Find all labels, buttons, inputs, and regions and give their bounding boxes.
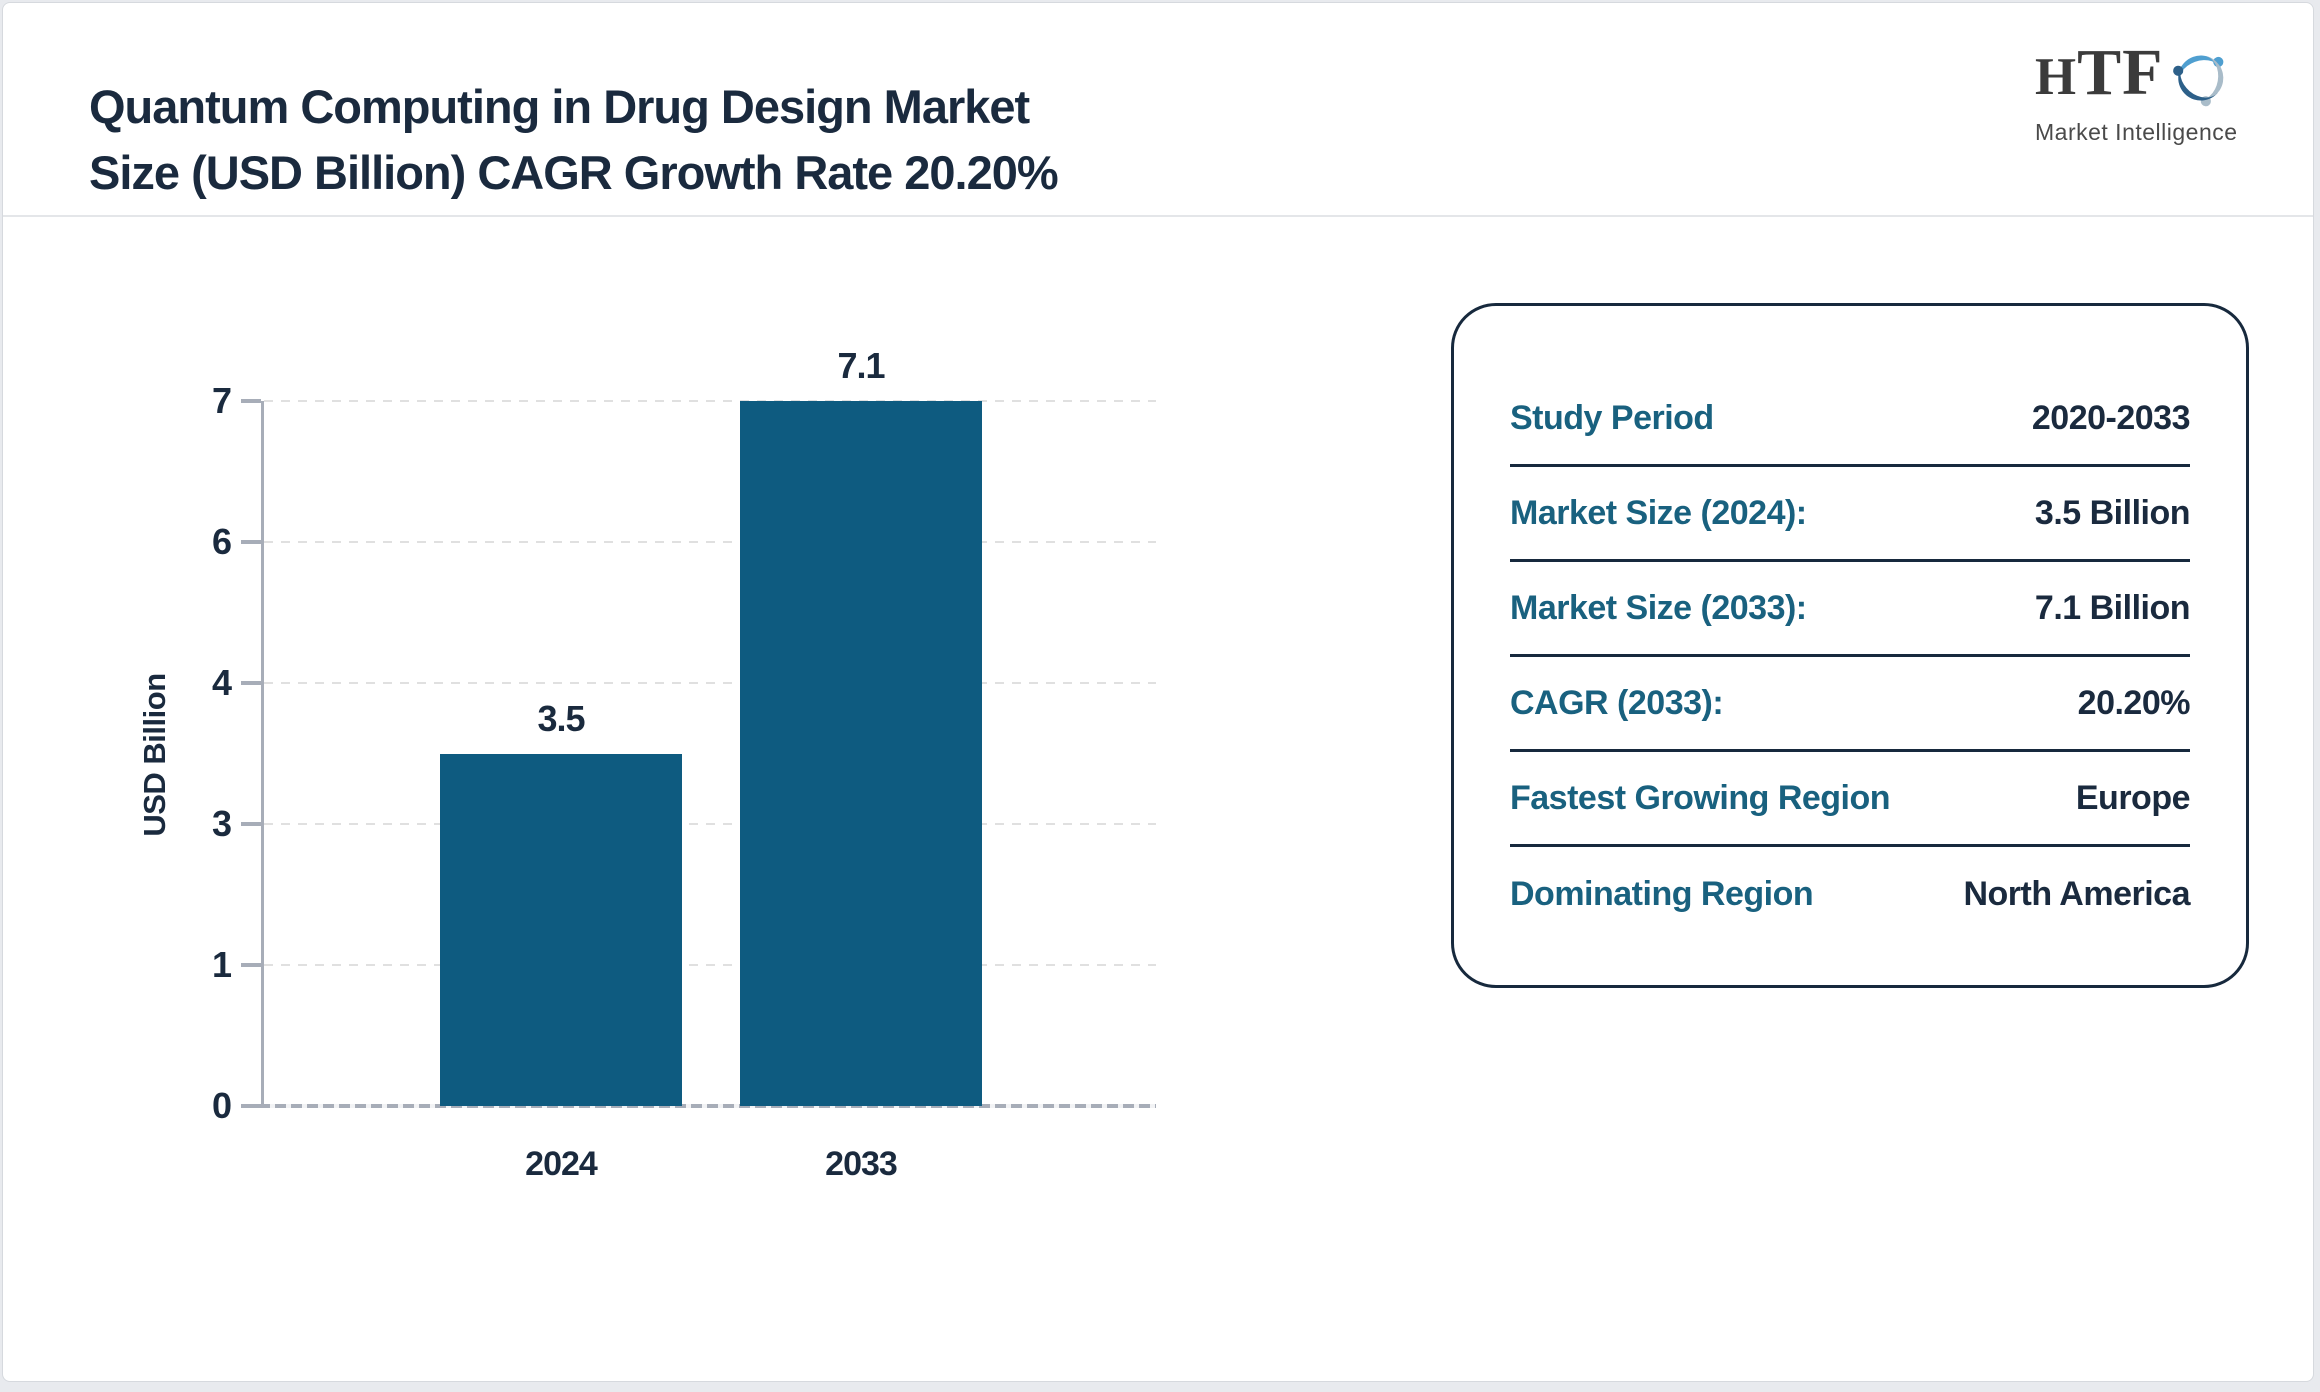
- bar-2033: [740, 401, 982, 1106]
- info-panel-row-value: North America: [1963, 875, 2190, 913]
- y-tick-mark-7: [241, 399, 261, 403]
- info-panel-row-value: 20.20%: [2077, 683, 2191, 722]
- gridline-1: [264, 964, 1156, 966]
- page-title: Quantum Computing in Drug Design Market …: [89, 74, 1059, 206]
- gridline-6: [264, 541, 1156, 543]
- info-panel-row-label: Dominating Region: [1510, 875, 1814, 913]
- info-panel-row-value: 3.5 Billion: [2034, 493, 2191, 532]
- bar-value-label-2033: 7.1: [837, 345, 885, 386]
- info-panel-row-label: CAGR (2033):: [1510, 683, 1724, 722]
- info-panel-row-4: Fastest Growing Region Europe: [1510, 752, 2191, 847]
- y-tick-label-3: 3: [211, 803, 232, 844]
- htf-logo-row: HTF: [2035, 33, 2235, 119]
- gridline-3: [264, 823, 1156, 825]
- info-panel-row-3: CAGR (2033): 20.20%: [1510, 657, 2191, 752]
- htf-swirl-icon: [2173, 55, 2224, 107]
- info-panel-row-1: Market Size (2024): 3.5 Billion: [1510, 467, 2191, 562]
- info-panel-row-label: Fastest Growing Region: [1510, 778, 1891, 817]
- gridline-7: [264, 400, 1156, 402]
- gridline-4: [264, 682, 1156, 684]
- info-panel-row-0: Study Period 2020-2033: [1510, 372, 2191, 467]
- x-axis-label-2024: 2024: [525, 1145, 598, 1183]
- y-tick-mark-1: [241, 963, 261, 967]
- info-panel-row-label: Market Size (2033):: [1510, 588, 1807, 627]
- x-axis-baseline: [243, 1104, 1156, 1108]
- info-panel-row-label: Study Period: [1510, 398, 1714, 437]
- info-panel-row-5: Dominating Region North America: [1510, 847, 2190, 942]
- y-tick-label-0: 0: [211, 1085, 232, 1126]
- header-divider: [3, 215, 2313, 217]
- y-tick-mark-4: [241, 681, 261, 685]
- info-panel: Study Period 2020-2033 Market Size (2024):…: [1451, 303, 2249, 988]
- y-tick-label-1: 1: [211, 944, 232, 985]
- info-panel-row-label: Market Size (2024):: [1510, 493, 1807, 532]
- htf-logo-subtext: Market Intelligence: [2035, 119, 2238, 145]
- x-axis-label-2033: 2033: [825, 1145, 898, 1183]
- htf-logo-text: HTF: [2035, 36, 2164, 109]
- page-title-line-1: Quantum Computing in Drug Design Market: [89, 80, 1030, 134]
- info-panel-row-value: 2020-2033: [2031, 398, 2191, 437]
- htf-logo: HTF Market Intelligence: [2035, 33, 2238, 146]
- y-tick-mark-6: [241, 540, 261, 544]
- info-panel-row-value: 7.1 Billion: [2034, 588, 2191, 627]
- y-tick-label-6: 6: [211, 521, 232, 562]
- bar-chart-plot-area: 0 1 3 4 6 7 3.5 2024 7.1 2033: [212, 345, 1156, 1183]
- page-title-line-2: Size (USD Billion) CAGR Growth Rate 20.2…: [89, 146, 1059, 200]
- info-panel-row-value: Europe: [2075, 778, 2191, 817]
- info-panel-row-2: Market Size (2033): 7.1 Billion: [1510, 562, 2191, 657]
- y-tick-label-7: 7: [211, 380, 232, 421]
- y-tick-label-4: 4: [211, 662, 232, 703]
- y-axis-line: [261, 401, 264, 1106]
- y-tick-mark-0: [241, 1104, 261, 1108]
- bar-2024: [440, 753, 682, 1106]
- bar-value-label-2024: 3.5: [537, 697, 585, 739]
- y-tick-mark-3: [241, 822, 261, 826]
